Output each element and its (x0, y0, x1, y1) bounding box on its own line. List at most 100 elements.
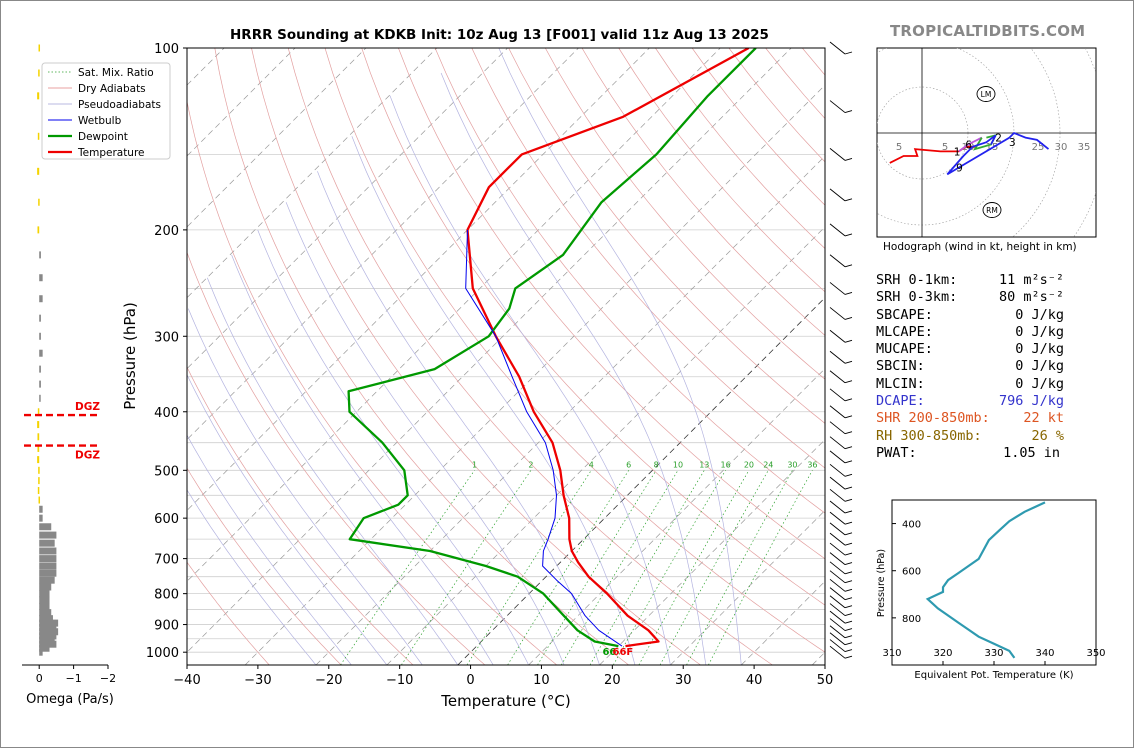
stat-value: 0 J/kg (1015, 358, 1064, 375)
surface-dewpoint-label: 66 (602, 647, 616, 658)
pseudoadiabat-line (187, 434, 352, 665)
omega-bar (39, 644, 50, 652)
wind-barb-flag (844, 460, 853, 464)
stat-label: SRH 0-1km: (876, 272, 958, 288)
mixing-ratio-label: 13 (699, 460, 709, 469)
dry-adiabat-line (361, 48, 825, 606)
stat-label: DCAPE: (876, 393, 925, 410)
wind-barb-flag (844, 597, 853, 601)
omega-bar (39, 251, 41, 259)
wind-barb-flag (844, 605, 853, 609)
dry-adiabat-line (508, 48, 825, 424)
thetae-x-tick-label: 330 (984, 648, 1003, 659)
wind-barb-flag (844, 571, 853, 575)
mixing-ratio-label: 4 (589, 460, 594, 469)
wind-barb (829, 405, 846, 419)
wind-barb (829, 41, 846, 55)
dry-adiabat-line (187, 561, 270, 665)
skewt-plot-frame (186, 47, 826, 666)
hodograph-tick-label: 5 (896, 142, 902, 153)
isotherm-line (315, 155, 825, 665)
hodograph-height-label: 3 (1009, 137, 1016, 149)
wind-barb-flag (844, 635, 853, 639)
mixing-ratio-line (560, 470, 679, 665)
wind-barb-flag (844, 628, 853, 631)
x-tick-label: 10 (533, 673, 550, 688)
omega-bar (39, 590, 50, 598)
x-tick-label: −30 (244, 673, 271, 688)
wind-barb-flag (844, 233, 853, 237)
wind-barb-flag (844, 473, 853, 477)
thetae-y-tick-label: 600 (902, 567, 921, 578)
stat-label: SRH 0-3km: (876, 289, 958, 306)
omega-x-tick-label: −2 (100, 672, 116, 685)
pseudoadiabat-line (317, 171, 600, 665)
stat-label: MLCAPE: (876, 323, 933, 340)
dry-adiabat-line (434, 48, 825, 514)
y-tick-label: 800 (154, 588, 179, 603)
wind-barb (829, 570, 846, 584)
mixing-ratio-label: 10 (673, 460, 683, 469)
hodograph-tick-label: 35 (1078, 142, 1091, 153)
omega-bar (39, 505, 43, 513)
legend-label: Temperature (77, 147, 145, 159)
omega-bar (39, 640, 57, 648)
wind-barb-flag (844, 655, 853, 659)
wind-barb-flag (844, 446, 853, 450)
mixing-ratio-line (659, 470, 769, 665)
hodograph-tick-label: 25 (1032, 142, 1045, 153)
stat-row: SRH 0-1km: 11 m²s⁻² (876, 272, 1106, 289)
x-tick-label: 0 (466, 673, 474, 688)
omega-bar (39, 623, 57, 631)
omega-bar (39, 615, 53, 623)
wind-barb (829, 578, 846, 592)
stat-label: PWAT: (876, 444, 917, 461)
omega-x-tick-label: 0 (36, 672, 43, 685)
wind-barb (829, 488, 846, 502)
wind-barb (829, 561, 846, 575)
wind-barb (829, 388, 846, 402)
wind-barb-flag (844, 360, 853, 364)
surface-temperature-label: 66F (613, 647, 634, 658)
dry-adiabat-line (287, 48, 773, 665)
x-tick-label: −10 (386, 673, 413, 688)
wind-barb-flag (844, 292, 853, 295)
mixing-ratio-label: 1 (472, 460, 477, 469)
stat-value: 11 m²s⁻² (998, 272, 1064, 288)
omega-bar (38, 466, 40, 474)
chart-title: HRRR Sounding at KDKB Init: 10z Aug 13 [… (230, 27, 769, 43)
storm-motion-label: RM (986, 206, 998, 215)
omega-bar (38, 477, 40, 485)
hodograph-caption: Hodograph (wind in kt, height in km) (883, 241, 1077, 253)
omega-bar (39, 349, 43, 357)
omega-bar (39, 314, 41, 322)
wind-barb (829, 511, 846, 525)
stat-label: SHR 200-850mb: (876, 410, 990, 427)
wind-barb (829, 595, 846, 609)
wind-barb-flag (844, 380, 853, 384)
isotherm-line (244, 84, 825, 665)
hodograph-height-label: 2 (995, 133, 1002, 145)
thetae-frame (891, 499, 1097, 666)
stat-value: 0 J/kg (1015, 323, 1064, 340)
stat-value: 26 % (1031, 427, 1064, 444)
omega-bar (39, 531, 57, 539)
pseudoadiabat-line (285, 202, 565, 665)
thetae-y-axis-label: Pressure (hPa) (876, 549, 887, 617)
omega-bar (39, 632, 57, 640)
omega-bar (39, 562, 57, 570)
brand-watermark: TROPICALTIDBITS.COM (890, 22, 1086, 40)
x-tick-label: 20 (604, 673, 621, 688)
omega-bar (39, 332, 41, 340)
dry-adiabat-line (581, 48, 825, 336)
omega-bar (39, 583, 52, 591)
wind-barb-flag (844, 521, 853, 525)
thetae-line (925, 501, 1046, 659)
storm-motion-marker (976, 86, 996, 102)
thetae-y-tick-label: 400 (902, 520, 921, 531)
legend-box (41, 62, 171, 160)
wind-barb-flag (844, 51, 853, 55)
wind-barb (829, 500, 846, 514)
hodograph-tick-label: 30 (1055, 142, 1068, 153)
